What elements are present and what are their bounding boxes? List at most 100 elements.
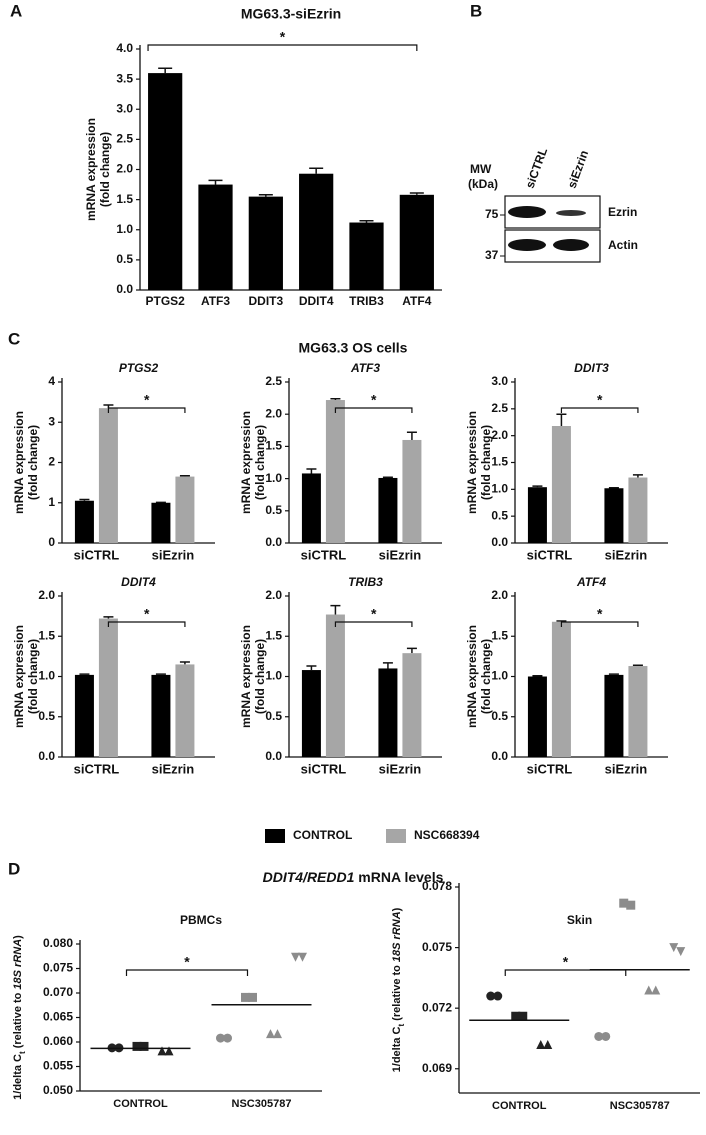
- band: [556, 210, 586, 216]
- y-tick-label: 0.072: [422, 1000, 452, 1014]
- y-tick-label: 1.0: [265, 471, 282, 485]
- y-axis-label: 1/delta Ct (relative to 18S rRNA): [12, 935, 27, 1100]
- y-axis-label: 1/delta Ct (relative to 18S rRNA): [391, 907, 406, 1072]
- significance-label: *: [184, 954, 190, 970]
- y-tick-label: 2.5: [491, 401, 508, 415]
- band-label: Actin: [608, 238, 638, 252]
- significance-label: *: [371, 606, 377, 622]
- significance-label: *: [371, 392, 377, 408]
- error-bar: [359, 219, 374, 223]
- y-tick-label: 1.0: [265, 669, 282, 683]
- chart-title: DDIT4: [121, 575, 156, 589]
- chart-title: DDIT3: [574, 361, 609, 375]
- y-tick-label: 0.0: [38, 749, 55, 763]
- y-axis-label: mRNA expression: [12, 411, 26, 514]
- bar: [378, 668, 398, 757]
- point: [273, 1029, 282, 1039]
- bar: [301, 473, 321, 543]
- y-tick-label: 0.0: [491, 749, 508, 763]
- x-tick-label: siCTRL: [527, 761, 573, 776]
- bar: [98, 408, 118, 543]
- label-part: t: [397, 1023, 406, 1026]
- y-axis-label: (fold change): [253, 425, 267, 500]
- y-tick-label: 0.060: [43, 1034, 73, 1048]
- y-tick-label: 0.075: [43, 961, 73, 975]
- significance-label: *: [280, 29, 286, 45]
- y-tick-label: 1.5: [116, 192, 133, 206]
- y-tick-label: 2.0: [265, 588, 282, 602]
- panel-label: C: [8, 329, 20, 348]
- y-tick-label: 0.080: [43, 936, 73, 950]
- error-bar: [632, 664, 643, 667]
- label-part: 1/delta C: [391, 1026, 403, 1072]
- y-tick-label: 0.0: [116, 282, 133, 296]
- bar: [399, 194, 434, 290]
- bar: [551, 426, 571, 543]
- bar: [527, 676, 547, 757]
- x-tick-label: siEzrin: [152, 761, 195, 776]
- y-tick-label: 1.5: [491, 455, 508, 469]
- point: [291, 952, 300, 962]
- significance-bracket: [125, 969, 249, 976]
- bar: [98, 618, 118, 757]
- y-axis-label: (fold change): [479, 425, 493, 500]
- error-bar: [406, 431, 417, 440]
- significance-bracket: [504, 969, 627, 976]
- y-tick-label: 2.0: [38, 588, 55, 602]
- bar: [628, 477, 648, 543]
- bar: [74, 674, 94, 757]
- y-tick-label: 3.5: [116, 71, 133, 85]
- y-tick-label: 4.0: [116, 41, 133, 55]
- panel-label: D: [8, 859, 20, 878]
- y-tick-label: 4: [48, 374, 55, 388]
- x-tick-label: CONTROL: [492, 1100, 547, 1112]
- significance-label: *: [144, 392, 150, 408]
- y-tick-label: 3.0: [491, 374, 508, 388]
- y-tick-label: 2.5: [265, 374, 282, 388]
- error-bar: [632, 474, 643, 478]
- bar: [527, 487, 547, 543]
- point: [486, 991, 496, 1001]
- legend-swatch: [386, 829, 406, 843]
- lane-label: siCTRL: [523, 146, 551, 190]
- band-label: Ezrin: [608, 205, 637, 219]
- error-bar: [532, 485, 543, 488]
- x-tick-label: siCTRL: [301, 547, 347, 562]
- y-tick-label: 0.0: [491, 535, 508, 549]
- y-tick-label: 1.0: [38, 669, 55, 683]
- bar: [175, 664, 195, 757]
- band: [553, 239, 589, 251]
- point: [626, 900, 636, 910]
- x-tick-label: siCTRL: [74, 761, 120, 776]
- point: [651, 985, 661, 995]
- y-axis-label: mRNA expression: [239, 411, 253, 514]
- x-tick-label: ATF3: [201, 294, 230, 308]
- x-tick-label: siEzrin: [379, 761, 422, 776]
- error-bar: [103, 616, 114, 619]
- y-tick-label: 0.075: [422, 940, 452, 954]
- point: [164, 1046, 174, 1056]
- point: [518, 1011, 528, 1021]
- mw-marker: 37: [485, 248, 499, 262]
- lane-label: siEzrin: [565, 148, 592, 190]
- error-bar: [155, 673, 166, 675]
- significance-label: *: [144, 606, 150, 622]
- y-tick-label: 2.0: [265, 406, 282, 420]
- y-tick-label: 1.5: [491, 628, 508, 642]
- point: [619, 898, 629, 908]
- point: [241, 992, 250, 1002]
- bar: [378, 477, 398, 543]
- y-axis-label: (fold change): [98, 132, 112, 207]
- x-tick-label: PTGS2: [145, 294, 185, 308]
- x-tick-label: DDIT3: [248, 294, 283, 308]
- bar: [551, 621, 571, 757]
- label-part: ): [391, 907, 403, 911]
- y-tick-label: 0.5: [265, 503, 282, 517]
- y-axis-label: mRNA expression: [12, 625, 26, 728]
- error-bar: [79, 673, 90, 675]
- x-tick-label: NSC305787: [232, 1098, 292, 1110]
- x-tick-label: NSC305787: [610, 1100, 670, 1112]
- label-part: t: [18, 1051, 27, 1054]
- chart-title: Skin: [567, 913, 592, 927]
- bar: [151, 502, 171, 543]
